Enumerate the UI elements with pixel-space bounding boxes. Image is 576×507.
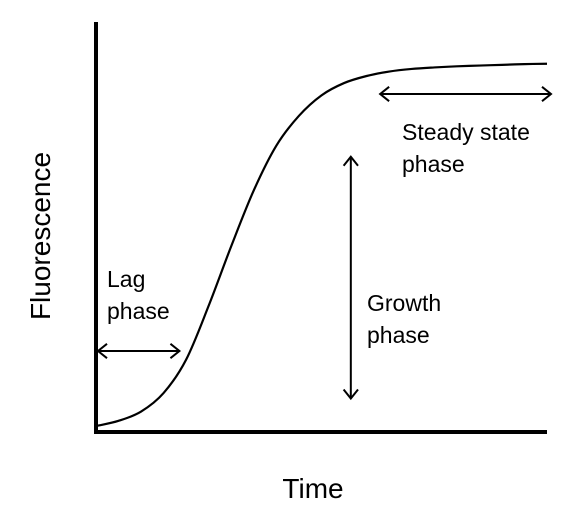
growth-phase-label-line: phase (367, 322, 430, 348)
growth-phase-label-line: Growth (367, 290, 441, 316)
series-line (95, 62, 548, 428)
lag-phase-label: Lag phase (107, 266, 170, 324)
phase-annotations: Lag phase Growth phase Steady state phase (96, 86, 553, 401)
y-axis-title: Fluorescence (25, 152, 56, 320)
lag-phase-arrow-head-left (96, 343, 108, 359)
steady-state-phase-label: Steady state phase (402, 119, 530, 177)
growth-phase-arrow-head-top (342, 155, 359, 167)
growth-phase-label: Growth phase (367, 290, 441, 348)
steady-state-phase-label-line: phase (402, 151, 465, 177)
lag-phase-arrow-head-right (169, 343, 182, 359)
steady-state-phase-arrow-head-right (541, 86, 553, 102)
steady-state-phase-arrow-head-left (378, 86, 390, 102)
steady-state-phase-label-line: Steady state (402, 119, 530, 145)
x-axis-title: Time (282, 473, 343, 504)
lag-phase-label-line: Lag (107, 266, 145, 292)
growth-phase-arrow-head-bottom (342, 388, 359, 401)
lag-phase-label-line: phase (107, 298, 170, 324)
